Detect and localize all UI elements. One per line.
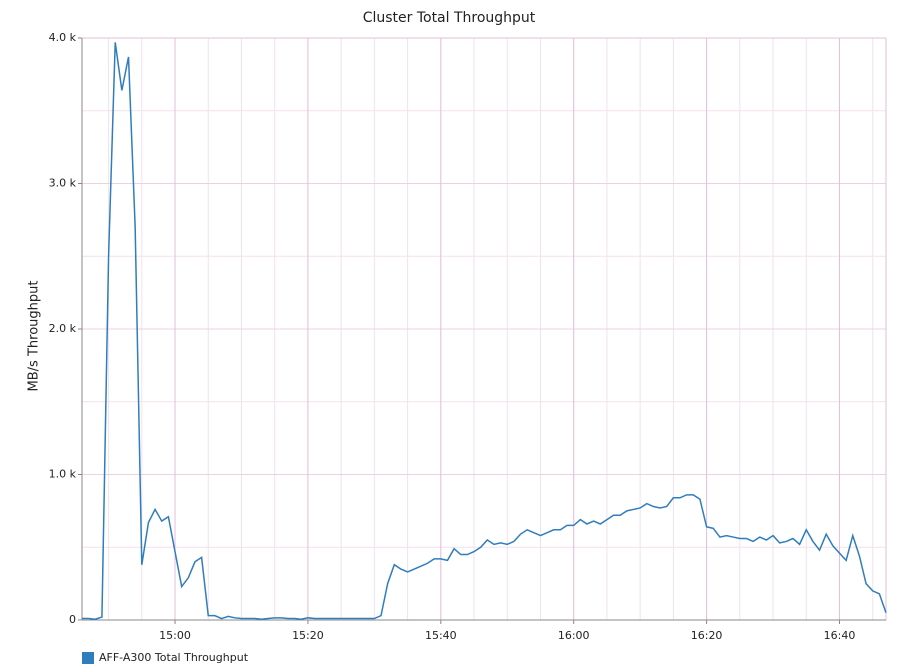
y-tick-label: 1.0 k <box>49 468 77 481</box>
legend-label: AFF-A300 Total Throughput <box>99 651 249 664</box>
x-tick-label: 16:00 <box>558 629 590 642</box>
x-tick-label: 16:40 <box>824 629 856 642</box>
grid <box>82 37 886 621</box>
x-tick-label: 16:20 <box>691 629 723 642</box>
chart-title: Cluster Total Throughput <box>363 10 536 26</box>
y-tick-label: 4.0 k <box>49 31 77 44</box>
y-axis-label: MB/s Throughput <box>27 281 42 392</box>
x-tick-label: 15:20 <box>292 629 324 642</box>
y-tick-label: 3.0 k <box>49 177 77 190</box>
legend-swatch <box>82 652 94 664</box>
x-tick-label: 15:00 <box>159 629 191 642</box>
x-tick-label: 15:40 <box>425 629 457 642</box>
y-tick-label: 2.0 k <box>49 322 77 335</box>
y-tick-label: 0 <box>69 613 76 626</box>
data-line <box>82 42 887 621</box>
